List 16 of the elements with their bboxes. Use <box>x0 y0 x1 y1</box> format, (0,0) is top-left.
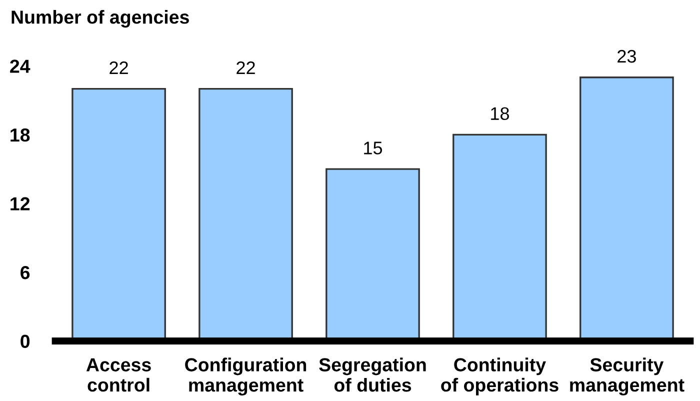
x-tick-label: Continuity of operations <box>441 358 558 396</box>
y-tick-label: 6 <box>20 266 30 280</box>
y-axis-title: Number of agencies <box>12 10 189 28</box>
data-label: 22 <box>110 61 128 74</box>
x-tick-label: Security management <box>570 358 684 396</box>
y-tick-label: 12 <box>10 197 30 210</box>
data-label: 18 <box>491 107 509 120</box>
data-label: 23 <box>618 50 636 63</box>
y-tick-label: 18 <box>10 128 30 142</box>
y-tick-label: 24 <box>10 60 30 73</box>
x-tick-label: Configuration management <box>185 358 306 396</box>
x-tick-label: Segregation of duties <box>319 358 426 392</box>
y-tick-label: 0 <box>20 334 30 348</box>
x-tick-label: Access control <box>86 358 151 392</box>
data-label: 15 <box>364 142 382 154</box>
data-label: 22 <box>236 61 255 74</box>
